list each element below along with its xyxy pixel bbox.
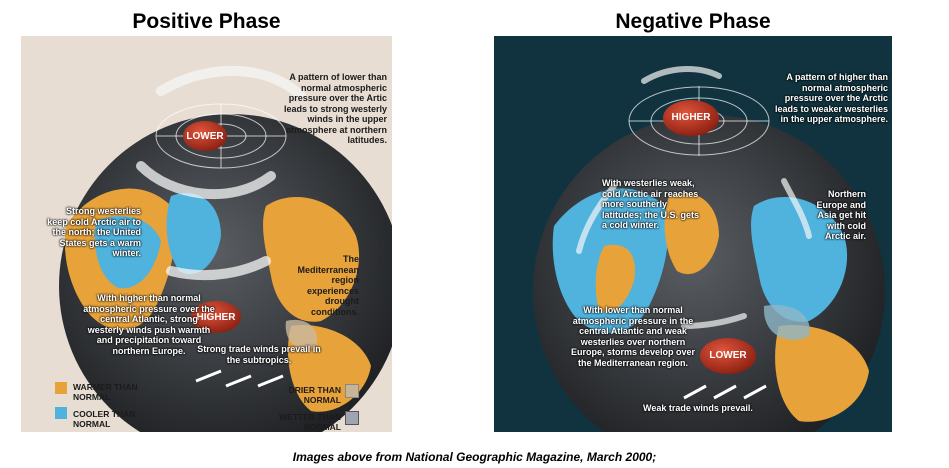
neg-europe-landmass	[751, 197, 848, 322]
positive-lower-label: LOWER	[186, 131, 224, 142]
europe-landmass	[263, 197, 360, 322]
positive-us-note: Strong westerlies keep cold Arctic air t…	[47, 206, 141, 258]
neg-greenland-landmass	[664, 192, 719, 275]
legend-wetter-swatch	[345, 411, 359, 425]
negative-low-pressure-center	[700, 338, 756, 374]
legend-drier-swatch	[345, 384, 359, 398]
negative-globe-graphic	[533, 66, 885, 432]
positive-phase-illustration: LOWER HIGHER A pattern of lower than nor…	[21, 36, 392, 432]
positive-atlantic-note: With higher than normal atmospheric pres…	[83, 293, 215, 356]
trade-wind-arrows	[195, 369, 284, 388]
legend-cooler-swatch	[55, 407, 67, 419]
negative-trade-note: Weak trade winds prevail.	[643, 403, 753, 413]
positive-higher-label: HIGHER	[196, 312, 236, 323]
positive-high-pressure-center	[191, 301, 241, 333]
neg-med-wet-zone	[763, 305, 810, 340]
negative-lower-label: LOWER	[709, 350, 747, 361]
legend-cooler-label: COOLER THAN NORMAL	[73, 409, 136, 429]
negative-high-pressure-center	[663, 100, 719, 136]
med-dry-dots	[285, 319, 317, 349]
positive-low-pressure-center	[183, 121, 227, 151]
negative-europe-note: Northern Europe and Asia get hit with co…	[816, 189, 866, 241]
north-america-cool-zone	[94, 216, 161, 289]
positive-trade-note: Strong trade winds prevail in the subtro…	[197, 344, 321, 365]
negative-phase-illustration: HIGHER LOWER A pattern of higher than no…	[494, 36, 892, 432]
legend-wetter-label: WETTER THAN NORMAL	[279, 412, 341, 432]
positive-med-note: The Mediterranean region experiences dro…	[297, 254, 359, 317]
legend-drier-label: DRIER THAN NORMAL	[288, 385, 341, 405]
neg-weak-wind-arrows	[576, 66, 812, 329]
legend-warmer-label: WARMER THAN NORMAL	[73, 382, 138, 402]
legend-warmer-swatch	[55, 382, 67, 394]
image-source-caption: Images above from National Geographic Ma…	[292, 450, 657, 464]
negative-higher-label: HIGHER	[671, 112, 711, 123]
westerly-wind-arrows	[136, 65, 306, 281]
neg-africa-landmass	[775, 325, 869, 422]
positive-arctic-note: A pattern of lower than normal atmospher…	[283, 72, 387, 145]
negative-atlantic-note: With lower than normal atmospheric press…	[570, 305, 696, 368]
negative-phase-title: Negative Phase	[615, 10, 771, 33]
positive-globe-graphic	[59, 65, 392, 432]
positive-phase-title: Positive Phase	[132, 10, 281, 33]
neg-trade-wind-arrows	[683, 384, 767, 400]
greenland-landmass	[166, 192, 221, 275]
neg-north-america-warm-zone	[595, 244, 635, 313]
negative-arctic-note: A pattern of higher than normal atmosphe…	[774, 72, 888, 124]
negative-us-note: With westerlies weak, cold Arctic air re…	[602, 178, 700, 230]
